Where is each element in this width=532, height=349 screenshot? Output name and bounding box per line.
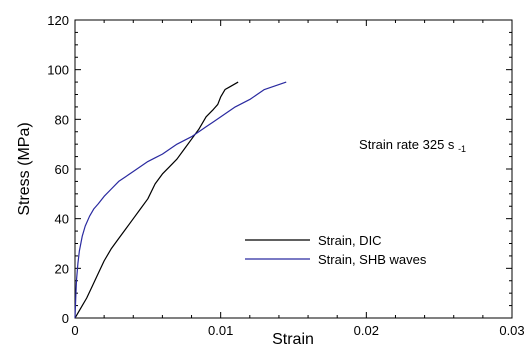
y-tick-label: 60	[55, 162, 69, 177]
series-line-strain-shb-waves	[74, 81, 287, 319]
y-axis-title: Stress (MPa)	[16, 122, 33, 215]
y-tick-label: 100	[47, 63, 69, 78]
x-tick-label: 0	[71, 323, 78, 338]
svg-text:Strain rate 325 s -1: Strain rate 325 s -1	[359, 137, 466, 154]
x-tick-label: 0.02	[354, 323, 379, 338]
annotation-text: Strain rate 325 s	[359, 137, 455, 152]
series-layer	[74, 81, 287, 319]
y-tick-label: 80	[55, 112, 69, 127]
plot-area-frame	[74, 19, 513, 319]
x-tick-label: 0.01	[208, 323, 233, 338]
y-tick-label: 40	[55, 212, 69, 227]
y-tick-label: 120	[47, 13, 69, 28]
legend: Strain, DIC Strain, SHB waves	[245, 233, 427, 267]
strain-rate-annotation: Strain rate 325 s -1	[359, 137, 466, 154]
legend-label-strain-shb-waves: Strain, SHB waves	[318, 252, 427, 267]
axis-ticks	[74, 19, 513, 319]
tick-labels: 0 0.01 0.02 0.03 0 20 40 60 80 100 120	[47, 13, 524, 338]
y-tick-label: 0	[62, 311, 69, 326]
y-tick-label: 20	[55, 261, 69, 276]
series-line-strain-dic	[74, 81, 239, 319]
annotation-superscript: -1	[458, 144, 466, 154]
x-axis-title: Strain	[272, 331, 314, 348]
legend-label-strain-dic: Strain, DIC	[318, 233, 382, 248]
x-tick-label: 0.03	[499, 323, 524, 338]
